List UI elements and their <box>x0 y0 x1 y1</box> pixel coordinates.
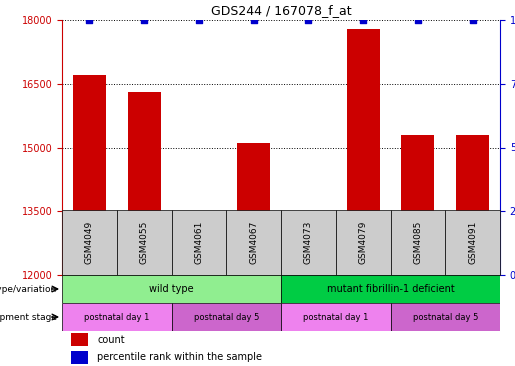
Bar <box>390 210 445 275</box>
Bar <box>281 303 390 331</box>
Point <box>249 17 258 23</box>
Text: GSM4091: GSM4091 <box>468 221 477 264</box>
Bar <box>62 303 171 331</box>
Title: GDS244 / 167078_f_at: GDS244 / 167078_f_at <box>211 4 351 18</box>
Point <box>85 17 94 23</box>
Text: GSM4061: GSM4061 <box>194 221 203 264</box>
Bar <box>73 75 106 275</box>
Text: postnatal day 1: postnatal day 1 <box>84 313 149 321</box>
Text: postnatal day 5: postnatal day 5 <box>194 313 259 321</box>
Text: GSM4067: GSM4067 <box>249 221 258 264</box>
Bar <box>281 275 500 303</box>
Bar <box>71 333 88 346</box>
Bar <box>281 210 336 275</box>
Bar <box>390 303 500 331</box>
Bar <box>182 245 215 275</box>
Bar <box>62 275 281 303</box>
Text: GSM4085: GSM4085 <box>414 221 422 264</box>
Text: mutant fibrillin-1 deficient: mutant fibrillin-1 deficient <box>327 284 454 294</box>
Text: count: count <box>97 335 125 345</box>
Point <box>304 17 313 23</box>
Point <box>195 17 203 23</box>
Point <box>140 17 148 23</box>
Text: GSM4049: GSM4049 <box>85 221 94 264</box>
Text: percentile rank within the sample: percentile rank within the sample <box>97 352 262 362</box>
Point <box>414 17 422 23</box>
Text: GSM4079: GSM4079 <box>358 221 368 264</box>
Text: postnatal day 1: postnatal day 1 <box>303 313 368 321</box>
Bar <box>62 210 117 275</box>
Bar <box>117 210 171 275</box>
Bar <box>171 303 281 331</box>
Bar <box>456 135 489 275</box>
Bar <box>336 210 390 275</box>
Bar <box>71 351 88 363</box>
Text: development stage: development stage <box>0 313 57 321</box>
Bar <box>292 266 325 275</box>
Text: genotype/variation: genotype/variation <box>0 284 57 294</box>
Bar <box>226 210 281 275</box>
Bar <box>171 210 226 275</box>
Bar <box>128 92 161 275</box>
Bar <box>347 29 380 275</box>
Text: postnatal day 5: postnatal day 5 <box>413 313 478 321</box>
Bar <box>445 210 500 275</box>
Text: GSM4073: GSM4073 <box>304 221 313 264</box>
Bar <box>237 143 270 275</box>
Point <box>359 17 367 23</box>
Bar <box>402 135 434 275</box>
Text: wild type: wild type <box>149 284 194 294</box>
Text: GSM4055: GSM4055 <box>140 221 149 264</box>
Point <box>469 17 477 23</box>
